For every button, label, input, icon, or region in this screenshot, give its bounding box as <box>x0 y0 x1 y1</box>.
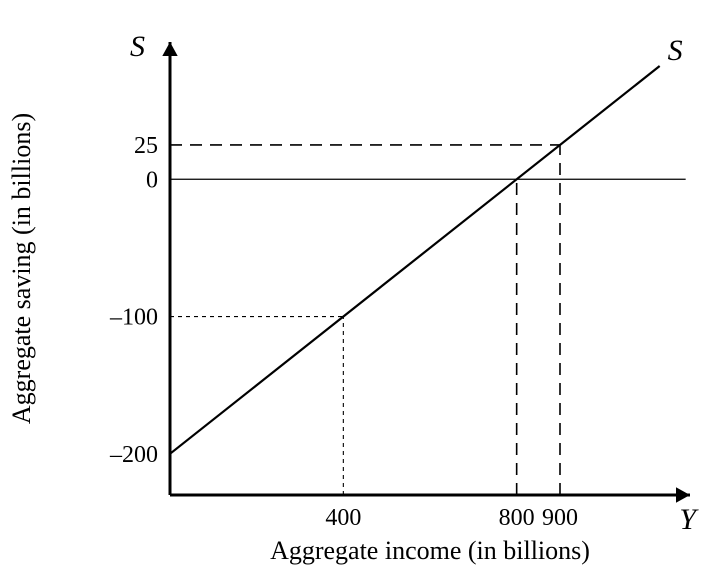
x-tick-label: 400 <box>325 505 361 531</box>
y-tick-label: –100 <box>109 305 158 331</box>
y-tick-label: 25 <box>134 133 158 159</box>
saving-function-chart: 400800900250–100–200SYSAggregate income … <box>0 0 725 573</box>
x-tick-label: 800 <box>499 505 535 531</box>
series-label: S <box>668 34 683 67</box>
y-tick-label: 0 <box>146 167 158 193</box>
x-axis-label: Aggregate income (in billions) <box>270 536 590 565</box>
x-tick-label: 900 <box>542 505 578 531</box>
y-axis-label: Aggregate saving (in billions) <box>7 113 36 424</box>
y-tick-label: –200 <box>109 442 158 468</box>
y-var-symbol: S <box>130 30 145 63</box>
